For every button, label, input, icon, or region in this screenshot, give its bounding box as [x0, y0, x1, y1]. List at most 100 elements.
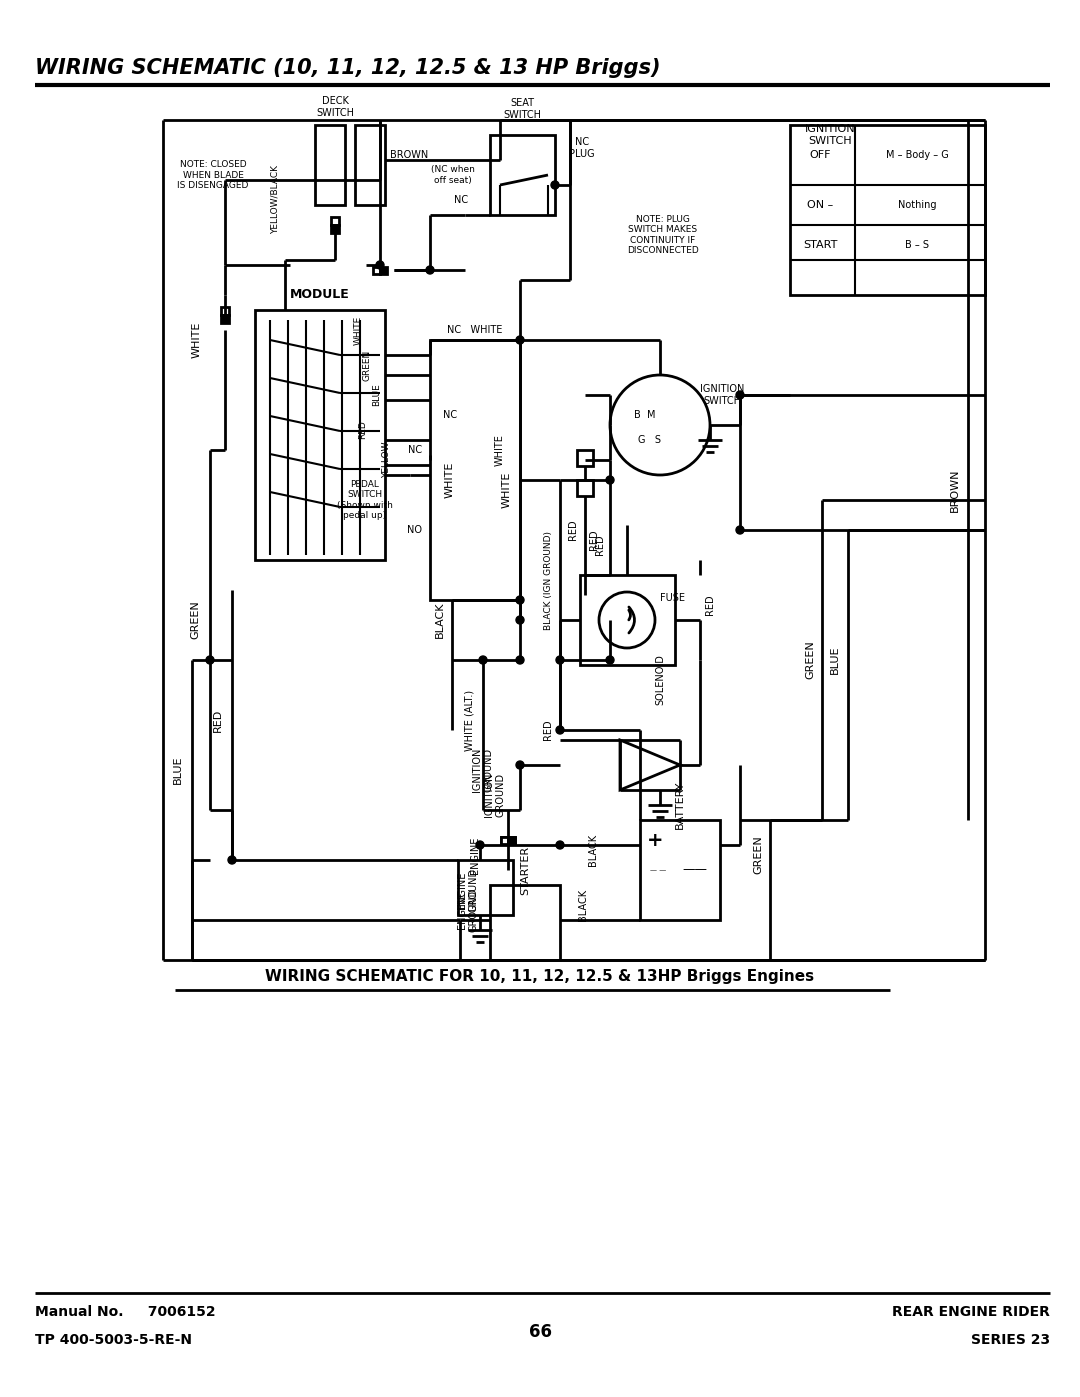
Text: ——: ——: [683, 863, 707, 876]
Bar: [501, 837, 508, 844]
Text: NC
PLUG: NC PLUG: [569, 137, 595, 159]
Text: WHITE: WHITE: [354, 316, 363, 345]
Text: BLUE: BLUE: [831, 645, 840, 675]
Circle shape: [480, 657, 487, 664]
Circle shape: [516, 597, 524, 604]
Text: IGNITION
SWITCH: IGNITION SWITCH: [700, 384, 744, 405]
Text: START: START: [802, 240, 837, 250]
Text: YELLOW: YELLOW: [382, 441, 391, 478]
Text: RED: RED: [568, 520, 578, 541]
Circle shape: [551, 182, 559, 189]
Bar: [380, 267, 387, 274]
Text: IGNITION
GROUND: IGNITION GROUND: [484, 773, 505, 817]
Text: BLACK: BLACK: [578, 888, 588, 921]
Circle shape: [476, 841, 484, 849]
Text: WHITE: WHITE: [502, 472, 512, 509]
Circle shape: [556, 726, 564, 733]
Text: GREEN: GREEN: [753, 835, 762, 875]
Text: +: +: [647, 830, 663, 849]
Text: (NC when
off seat): (NC when off seat): [431, 165, 475, 184]
Text: SEAT
SWITCH: SEAT SWITCH: [503, 98, 541, 120]
Text: WIRING SCHEMATIC FOR 10, 11, 12, 12.5 & 13HP Briggs Engines: WIRING SCHEMATIC FOR 10, 11, 12, 12.5 & …: [266, 970, 814, 985]
Text: SOLENOID: SOLENOID: [654, 655, 665, 705]
Text: MODULE: MODULE: [291, 289, 350, 302]
Bar: [508, 837, 515, 844]
Text: WHITE: WHITE: [495, 434, 505, 467]
Circle shape: [556, 657, 564, 664]
Text: NO: NO: [407, 525, 422, 535]
Text: NC   WHITE: NC WHITE: [447, 326, 502, 335]
Circle shape: [606, 476, 615, 483]
Text: NOTE: CLOSED
WHEN BLADE
IS DISENGAGED: NOTE: CLOSED WHEN BLADE IS DISENGAGED: [177, 161, 248, 190]
Text: WHITE: WHITE: [445, 462, 455, 499]
Text: M – Body – G: M – Body – G: [886, 149, 948, 161]
Text: WIRING SCHEMATIC (10, 11, 12, 12.5 & 13 HP Briggs): WIRING SCHEMATIC (10, 11, 12, 12.5 & 13 …: [35, 59, 661, 78]
Bar: [490, 136, 555, 215]
Circle shape: [426, 265, 434, 274]
Circle shape: [556, 841, 564, 849]
Text: DECK
SWITCH: DECK SWITCH: [316, 96, 354, 117]
Text: B – S: B – S: [905, 240, 929, 250]
Bar: [458, 861, 513, 915]
Text: NC: NC: [408, 446, 422, 455]
Bar: [490, 886, 561, 960]
Text: PEDAL
SWITCH
(Shown with
pedal up): PEDAL SWITCH (Shown with pedal up): [337, 481, 393, 520]
Text: — —: — —: [650, 868, 666, 873]
Text: SERIES 23: SERIES 23: [971, 1333, 1050, 1347]
Text: REAR ENGINE RIDER: REAR ENGINE RIDER: [892, 1305, 1050, 1319]
Bar: [577, 481, 593, 496]
Text: BROWN: BROWN: [950, 468, 960, 511]
Text: WHITE: WHITE: [192, 321, 202, 358]
Circle shape: [735, 391, 744, 400]
Bar: [789, 124, 985, 295]
Text: BLACK (IGN GROUND): BLACK (IGN GROUND): [543, 531, 553, 630]
Text: YELLOW/BLACK: YELLOW/BLACK: [270, 165, 280, 235]
Text: Nothing: Nothing: [897, 200, 936, 210]
Text: RED: RED: [543, 719, 553, 740]
Text: ENGINE
GROUND: ENGINE GROUND: [457, 888, 478, 932]
Bar: [430, 339, 519, 599]
Circle shape: [606, 657, 615, 664]
Text: ON –: ON –: [807, 200, 833, 210]
Bar: [221, 314, 229, 323]
Bar: [355, 124, 384, 205]
Bar: [508, 837, 515, 844]
Text: NC: NC: [454, 196, 468, 205]
Circle shape: [376, 261, 384, 270]
Text: RED: RED: [595, 535, 605, 556]
Text: FUSE: FUSE: [660, 592, 685, 604]
Circle shape: [206, 657, 214, 664]
Text: WHITE (ALT.): WHITE (ALT.): [465, 690, 475, 750]
Text: BROWN: BROWN: [390, 149, 429, 161]
Circle shape: [516, 657, 524, 664]
Bar: [330, 217, 339, 225]
Text: RED: RED: [589, 529, 599, 550]
Text: BATTERY: BATTERY: [675, 781, 685, 830]
Text: GREEN: GREEN: [363, 349, 372, 380]
Text: BLUE: BLUE: [372, 384, 381, 407]
Text: B  M: B M: [634, 409, 656, 420]
Bar: [315, 124, 345, 205]
Bar: [501, 837, 508, 844]
Bar: [577, 450, 593, 467]
Text: RED: RED: [357, 420, 367, 440]
Text: IGNITION
GROUND: IGNITION GROUND: [472, 747, 494, 792]
Bar: [373, 267, 380, 274]
Text: STARTER: STARTER: [519, 845, 530, 894]
Circle shape: [735, 527, 744, 534]
Circle shape: [516, 337, 524, 344]
Text: ENGINE
GROUND: ENGINE GROUND: [457, 868, 478, 912]
Text: NC: NC: [443, 409, 457, 420]
Text: BLACK: BLACK: [435, 602, 445, 638]
Text: GREEN: GREEN: [805, 641, 815, 679]
Text: BLUE: BLUE: [173, 756, 183, 784]
Bar: [640, 820, 720, 921]
Text: TP 400-5003-5-RE-N: TP 400-5003-5-RE-N: [35, 1333, 192, 1347]
Circle shape: [516, 761, 524, 768]
Text: Manual No.     7006152: Manual No. 7006152: [35, 1305, 216, 1319]
Bar: [255, 310, 384, 560]
Circle shape: [228, 856, 237, 863]
Text: BLACK: BLACK: [588, 834, 598, 866]
Text: RED: RED: [705, 595, 715, 615]
Text: NOTE: PLUG
SWITCH MAKES
CONTINUITY IF
DISCONNECTED: NOTE: PLUG SWITCH MAKES CONTINUITY IF DI…: [627, 215, 699, 256]
